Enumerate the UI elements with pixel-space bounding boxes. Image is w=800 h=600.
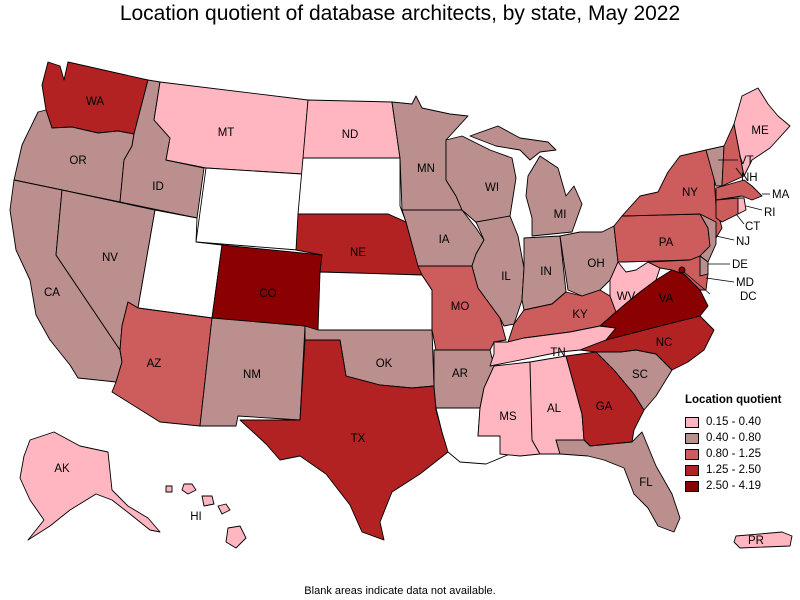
state-TX[interactable] xyxy=(239,339,449,541)
map-title: Location quotient of database architects… xyxy=(119,2,681,25)
state-RI[interactable] xyxy=(737,197,747,215)
state-ME[interactable] xyxy=(733,87,791,177)
state-MI[interactable] xyxy=(469,125,583,237)
label-NH: NH xyxy=(741,172,758,184)
label-IL: IL xyxy=(501,271,511,283)
label-WA: WA xyxy=(86,96,104,108)
label-HI: HI xyxy=(190,511,202,523)
label-WI: WI xyxy=(485,182,499,194)
legend-label: 0.80 - 1.25 xyxy=(706,448,761,460)
state-DC[interactable] xyxy=(678,266,686,274)
label-OH: OH xyxy=(587,258,604,270)
state-WV[interactable] xyxy=(609,261,661,313)
label-WV: WV xyxy=(617,291,636,303)
label-MI: MI xyxy=(554,209,567,221)
legend-swatch xyxy=(685,480,699,492)
label-AR: AR xyxy=(452,368,468,380)
legend-item: 2.50 - 4.19 xyxy=(685,478,800,494)
state-SD[interactable] xyxy=(297,157,407,223)
label-KY: KY xyxy=(572,309,588,321)
label-DC: DC xyxy=(740,291,757,303)
label-CA: CA xyxy=(44,287,60,299)
label-NM: NM xyxy=(243,369,261,381)
legend-label: 1.25 - 2.50 xyxy=(706,464,761,476)
label-ID: ID xyxy=(152,181,164,193)
label-TX: TX xyxy=(351,433,366,445)
legend-swatch xyxy=(685,448,699,460)
label-CO: CO xyxy=(259,288,276,300)
legend-label: 2.50 - 4.19 xyxy=(706,480,761,492)
label-AL: AL xyxy=(547,403,562,415)
state-KS[interactable] xyxy=(317,271,433,331)
label-ND: ND xyxy=(342,129,359,141)
label-ME: ME xyxy=(751,125,769,137)
label-MA: MA xyxy=(772,189,790,201)
label-PR: PR xyxy=(748,535,764,547)
legend: Location quotient 0.15 - 0.40 0.40 - 0.8… xyxy=(685,394,800,494)
state-PR[interactable] xyxy=(733,531,793,549)
label-DE: DE xyxy=(732,259,748,271)
label-SC: SC xyxy=(632,369,648,381)
label-FL: FL xyxy=(639,477,653,489)
label-MO: MO xyxy=(451,301,470,313)
leader-line-nj xyxy=(715,235,735,241)
legend-swatch xyxy=(685,464,699,476)
label-NJ: NJ xyxy=(736,236,750,248)
legend-swatch xyxy=(685,432,699,444)
label-RI: RI xyxy=(764,207,776,219)
state-IL[interactable] xyxy=(471,215,525,327)
label-IA: IA xyxy=(439,234,450,246)
state-FL[interactable] xyxy=(555,431,681,533)
label-MD: MD xyxy=(736,277,754,289)
label-MS: MS xyxy=(499,411,517,423)
label-MN: MN xyxy=(417,163,435,175)
state-WY[interactable] xyxy=(195,167,303,251)
label-NV: NV xyxy=(102,252,118,264)
state-CT[interactable] xyxy=(715,197,739,223)
leader-line-dc xyxy=(683,271,711,295)
label-PA: PA xyxy=(659,237,674,249)
legend-item: 0.40 - 0.80 xyxy=(685,430,800,446)
label-CT: CT xyxy=(745,221,760,233)
label-AK: AK xyxy=(54,463,70,475)
label-VT: VT xyxy=(739,155,754,167)
label-OK: OK xyxy=(376,358,393,370)
label-GA: GA xyxy=(596,401,613,413)
label-NC: NC xyxy=(656,337,673,349)
leader-line-md xyxy=(705,277,735,283)
state-AZ[interactable] xyxy=(111,301,213,427)
state-MD[interactable] xyxy=(647,255,709,291)
leader-line-nh xyxy=(735,167,743,177)
state-AK[interactable] xyxy=(19,431,161,541)
label-NE: NE xyxy=(350,247,366,259)
label-TN: TN xyxy=(550,347,565,359)
legend-item: 0.80 - 1.25 xyxy=(685,446,800,462)
label-AZ: AZ xyxy=(147,358,162,370)
label-MT: MT xyxy=(218,127,235,139)
label-OR: OR xyxy=(69,155,86,167)
legend-swatch xyxy=(685,416,699,428)
legend-item: 0.15 - 0.40 xyxy=(685,414,800,430)
leader-line-ri xyxy=(745,205,763,211)
legend-title: Location quotient xyxy=(685,394,782,406)
legend-item: 1.25 - 2.50 xyxy=(685,462,800,478)
footnote: Blank areas indicate data not available. xyxy=(304,585,496,597)
label-NY: NY xyxy=(682,187,698,199)
state-HI[interactable] xyxy=(165,483,247,549)
label-IN: IN xyxy=(540,266,552,278)
legend-label: 0.15 - 0.40 xyxy=(706,416,761,428)
leader-line-ct xyxy=(735,213,745,225)
label-VA: VA xyxy=(659,293,674,305)
legend-label: 0.40 - 0.80 xyxy=(706,432,761,444)
